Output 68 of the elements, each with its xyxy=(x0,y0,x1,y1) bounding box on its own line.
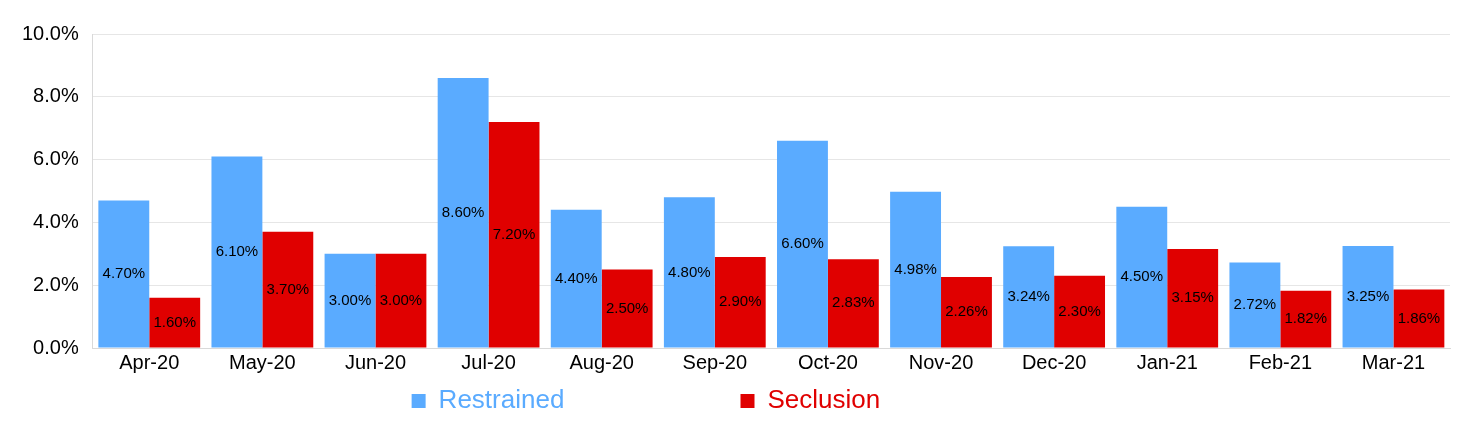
x-tick-label: Mar-21 xyxy=(1361,350,1426,373)
data-label: 4.40% xyxy=(554,268,598,286)
legend-label: Restrained xyxy=(438,384,731,415)
bar xyxy=(777,140,828,348)
bar xyxy=(827,259,879,348)
bar xyxy=(1280,290,1332,348)
bar xyxy=(1003,246,1055,348)
bar xyxy=(890,191,942,348)
y-tick-label: 8.0% xyxy=(33,84,79,107)
data-label: 1.86% xyxy=(1397,308,1441,326)
y-tick-label: 4.0% xyxy=(33,209,79,232)
bar xyxy=(550,209,602,348)
x-tick-label: Aug-20 xyxy=(569,350,634,373)
y-tick-label: 10.0% xyxy=(21,21,79,44)
data-label: 4.70% xyxy=(102,264,146,282)
bar xyxy=(211,156,263,348)
data-label: 2.90% xyxy=(718,292,762,310)
bar xyxy=(714,256,766,348)
x-tick-label: Dec-20 xyxy=(1021,350,1087,373)
x-tick-label: Jun-20 xyxy=(344,350,407,373)
data-label: 3.70% xyxy=(266,279,310,297)
data-label: 3.24% xyxy=(1007,287,1050,305)
y-tick-label: 2.0% xyxy=(33,272,79,295)
data-label: 6.10% xyxy=(215,242,259,260)
x-tick-label: Jul-20 xyxy=(461,350,516,373)
y-tick-label: 6.0% xyxy=(33,147,79,170)
bar xyxy=(1393,289,1445,348)
data-label: 2.30% xyxy=(1058,301,1101,319)
data-label: 2.50% xyxy=(605,298,649,316)
data-label: 4.50% xyxy=(1120,267,1164,285)
bar xyxy=(488,121,540,348)
bar xyxy=(324,253,376,348)
data-label: 3.25% xyxy=(1346,286,1390,304)
data-label: 4.80% xyxy=(668,262,711,280)
bar xyxy=(437,77,489,348)
bar xyxy=(941,277,992,348)
data-label: 6.60% xyxy=(781,234,824,252)
x-tick-label: Feb-21 xyxy=(1248,350,1313,373)
x-tick-label: Jan-21 xyxy=(1136,350,1198,373)
data-label: 3.15% xyxy=(1171,288,1214,306)
data-label: 4.98% xyxy=(894,259,937,277)
bar xyxy=(1167,249,1219,348)
bar xyxy=(375,253,427,348)
data-label: 3.00% xyxy=(379,290,423,308)
bar xyxy=(1342,245,1394,348)
data-label: 8.60% xyxy=(441,202,485,220)
data-label: 7.20% xyxy=(492,224,536,242)
bar xyxy=(663,197,715,348)
x-tick-label: Oct-20 xyxy=(797,350,858,373)
bar xyxy=(1116,206,1168,348)
x-tick-label: May-20 xyxy=(229,350,296,373)
x-tick-label: Sep-20 xyxy=(682,350,748,373)
data-label: 1.60% xyxy=(153,312,196,330)
y-tick-label: 0.0% xyxy=(33,335,79,358)
x-tick-label: Apr-20 xyxy=(119,350,180,373)
bar xyxy=(601,269,653,348)
data-label: 2.83% xyxy=(832,293,875,311)
bar xyxy=(149,297,201,348)
data-label: 2.72% xyxy=(1233,295,1277,313)
bar xyxy=(1054,275,1106,348)
bar xyxy=(1229,262,1281,348)
data-label: 3.00% xyxy=(328,290,372,308)
bar xyxy=(262,231,314,348)
x-tick-label: Nov-20 xyxy=(908,350,974,373)
data-label: 1.82% xyxy=(1284,309,1328,327)
data-label: 2.26% xyxy=(945,302,988,320)
legend-label: Seclusion xyxy=(767,384,1047,415)
bar xyxy=(98,200,150,348)
